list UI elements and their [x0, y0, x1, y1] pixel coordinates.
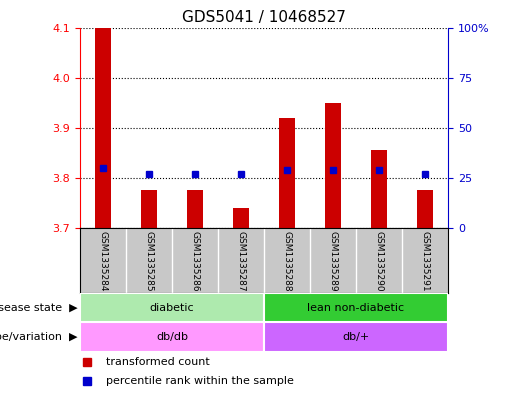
Text: transformed count: transformed count: [106, 356, 210, 367]
Bar: [95, 28, 111, 228]
Text: GSM1335288: GSM1335288: [282, 231, 291, 292]
Text: GSM1335287: GSM1335287: [236, 231, 246, 292]
Bar: [325, 103, 341, 228]
Text: db/db: db/db: [156, 332, 188, 342]
Text: diabetic: diabetic: [149, 303, 194, 312]
Bar: [233, 208, 249, 228]
Title: GDS5041 / 10468527: GDS5041 / 10468527: [182, 10, 346, 25]
Text: percentile rank within the sample: percentile rank within the sample: [106, 376, 294, 386]
Bar: [80, 293, 264, 322]
Text: GSM1335285: GSM1335285: [144, 231, 153, 292]
Text: disease state  ▶: disease state ▶: [0, 303, 78, 312]
Bar: [141, 190, 157, 228]
Bar: [187, 190, 203, 228]
Text: GSM1335290: GSM1335290: [374, 231, 384, 292]
Bar: [264, 293, 448, 322]
Bar: [264, 322, 448, 352]
Text: lean non-diabetic: lean non-diabetic: [307, 303, 405, 312]
Bar: [371, 150, 387, 228]
Bar: [80, 322, 264, 352]
Text: genotype/variation  ▶: genotype/variation ▶: [0, 332, 78, 342]
Text: GSM1335284: GSM1335284: [98, 231, 107, 292]
Text: GSM1335291: GSM1335291: [421, 231, 430, 292]
Bar: [279, 118, 295, 228]
Text: db/+: db/+: [342, 332, 370, 342]
Text: GSM1335289: GSM1335289: [329, 231, 337, 292]
Text: GSM1335286: GSM1335286: [191, 231, 199, 292]
Bar: [417, 190, 433, 228]
